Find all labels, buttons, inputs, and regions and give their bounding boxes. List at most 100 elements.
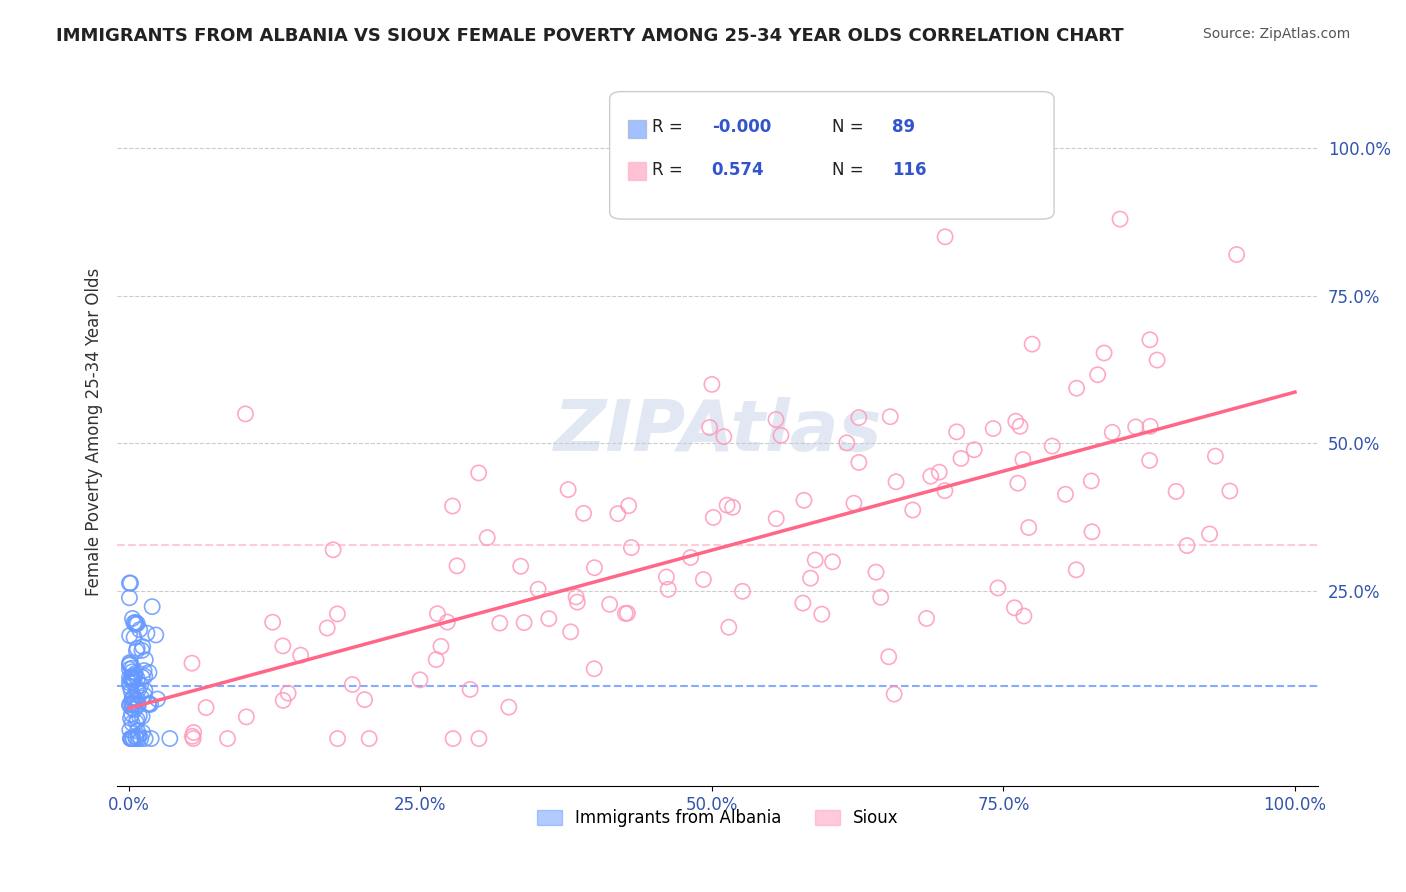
Point <box>124 666 146 681</box>
Point <box>436 615 458 629</box>
Point <box>1066 381 1088 395</box>
Point <box>271 693 294 707</box>
Point <box>620 541 643 555</box>
Point <box>122 698 145 712</box>
Point <box>127 616 149 631</box>
Point <box>1146 353 1168 368</box>
Point <box>132 640 155 654</box>
Point <box>120 731 142 746</box>
Point <box>1040 439 1063 453</box>
Point <box>879 409 901 424</box>
Text: R =: R = <box>651 118 688 136</box>
Point <box>342 677 364 691</box>
Point <box>127 683 149 698</box>
Point <box>446 558 468 573</box>
Point <box>1139 453 1161 467</box>
Point <box>141 599 163 614</box>
Point <box>134 683 156 698</box>
Point <box>121 696 143 710</box>
Point <box>617 499 640 513</box>
Point <box>121 661 143 675</box>
Point <box>127 724 149 739</box>
Point <box>146 692 169 706</box>
Point <box>124 702 146 716</box>
Point <box>181 731 204 746</box>
Point <box>136 626 159 640</box>
Point <box>606 507 628 521</box>
Point <box>848 410 870 425</box>
Point <box>290 648 312 663</box>
Point <box>120 576 142 591</box>
Point <box>869 591 891 605</box>
Point <box>134 689 156 703</box>
Point <box>537 612 560 626</box>
Point <box>915 611 938 625</box>
Point <box>1081 524 1104 539</box>
Point <box>1021 337 1043 351</box>
Point <box>127 641 149 656</box>
Point <box>131 725 153 739</box>
Point <box>316 621 339 635</box>
Point <box>326 607 349 621</box>
Point <box>134 653 156 667</box>
Point <box>1007 476 1029 491</box>
Point <box>121 691 143 706</box>
Point <box>120 731 142 746</box>
Point <box>1087 368 1109 382</box>
Point <box>122 673 145 687</box>
Point <box>122 631 145 645</box>
Point <box>124 693 146 707</box>
Point <box>509 559 531 574</box>
Point <box>122 731 145 746</box>
Point <box>125 715 148 730</box>
Point <box>458 682 481 697</box>
Point <box>765 412 787 426</box>
Point <box>181 656 204 670</box>
Point <box>1064 563 1087 577</box>
Point <box>1012 609 1035 624</box>
Point <box>583 560 606 574</box>
Point <box>842 496 865 510</box>
Point <box>118 591 141 605</box>
Point <box>121 665 143 679</box>
Point <box>121 731 143 746</box>
Point <box>127 698 149 713</box>
Point <box>702 510 724 524</box>
Point <box>235 710 257 724</box>
Point <box>262 615 284 630</box>
Point <box>118 628 141 642</box>
Point <box>122 615 145 630</box>
Point <box>981 421 1004 435</box>
Point <box>1008 419 1031 434</box>
Text: ZIPAtlas: ZIPAtlas <box>554 397 882 467</box>
Bar <box>627 120 645 137</box>
Text: 0.574: 0.574 <box>711 161 765 178</box>
Text: Source: ZipAtlas.com: Source: ZipAtlas.com <box>1202 27 1350 41</box>
Point <box>769 428 792 442</box>
Point <box>700 377 723 392</box>
Point <box>118 657 141 671</box>
Point <box>118 671 141 685</box>
Point <box>122 690 145 705</box>
Point <box>920 469 942 483</box>
Point <box>717 620 740 634</box>
Point <box>125 731 148 746</box>
Point <box>835 435 858 450</box>
Point <box>141 731 163 746</box>
Point <box>127 731 149 746</box>
Point <box>127 713 149 727</box>
Point <box>934 483 956 498</box>
Text: 89: 89 <box>891 118 915 136</box>
Point <box>928 465 950 479</box>
Point <box>901 503 924 517</box>
Point <box>963 442 986 457</box>
Point <box>1139 333 1161 347</box>
Point <box>1109 212 1132 227</box>
Point <box>987 581 1010 595</box>
Point <box>441 499 464 513</box>
Point <box>131 670 153 684</box>
Point <box>322 542 344 557</box>
Point <box>118 656 141 670</box>
Point <box>235 407 257 421</box>
Point <box>121 701 143 715</box>
